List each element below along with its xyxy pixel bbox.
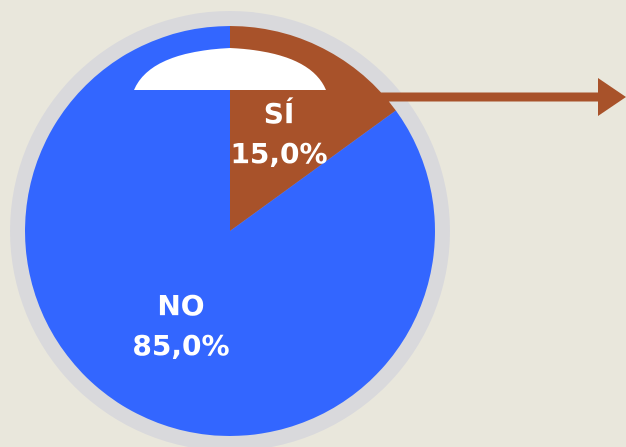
arrow-head [598,78,626,116]
slice-value-label: 15,0% [230,137,327,170]
highlight [134,48,326,90]
slice-category: SÍ [264,96,295,130]
slice-category: NO [157,289,204,322]
labels: SÍ 15,0% NO 85,0% [132,96,327,362]
pie-slice [24,26,435,437]
slice-value-label: 85,0% [132,329,229,362]
